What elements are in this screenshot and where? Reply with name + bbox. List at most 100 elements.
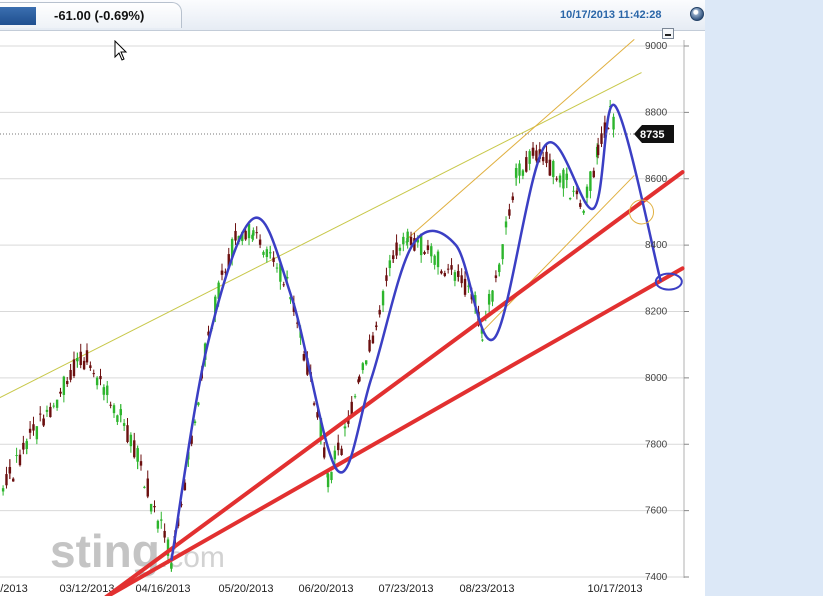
candle-body: [252, 230, 255, 236]
candle-body: [508, 209, 511, 216]
candle-body: [453, 272, 457, 281]
x-tick-label: 03/12/2013: [59, 583, 114, 595]
y-tick-label: 8400: [645, 240, 668, 251]
candle-body: [42, 418, 45, 426]
candle-body: [443, 272, 446, 276]
y-tick-label: 8200: [645, 307, 668, 318]
minimize-button[interactable]: [662, 28, 674, 39]
candle-body: [398, 247, 402, 251]
candle-body: [343, 426, 347, 429]
candle-body: [535, 150, 538, 161]
candle-body: [521, 170, 525, 176]
candle-body: [163, 530, 166, 538]
candle-body: [207, 331, 210, 336]
candle-body: [1, 488, 5, 492]
candle-body: [227, 254, 230, 268]
candle-body: [258, 239, 262, 245]
candle-body: [193, 421, 197, 423]
candle-body: [265, 249, 269, 258]
x-tick-label: 02/2013: [0, 583, 28, 595]
y-axis-ticks: 9000 8800 8600 8400 8200 8000 7800 7600 7400: [645, 41, 689, 583]
candle-body: [525, 157, 528, 172]
candle-body: [501, 244, 504, 260]
candle-body: [375, 325, 378, 327]
candle-body: [582, 211, 585, 213]
candle-body: [607, 128, 610, 130]
candle-body: [247, 223, 251, 239]
watermark-main: sting: [50, 525, 160, 577]
candle-body: [282, 284, 285, 286]
candle-body: [440, 271, 443, 274]
candle-body: [230, 239, 234, 258]
price-change-text: -61.00 (-0.69%): [54, 8, 145, 23]
candle-body: [406, 231, 409, 243]
candle-body: [423, 252, 426, 254]
last-price-text: 8735: [640, 129, 664, 141]
candle-body: [183, 482, 187, 491]
candle-body: [160, 519, 163, 521]
candle-body: [89, 365, 92, 369]
candle-body: [55, 399, 59, 408]
trend-line: [104, 170, 685, 596]
candle-body: [76, 358, 79, 362]
candle-body: [116, 415, 119, 422]
candle-body: [39, 413, 42, 415]
site-watermark: sting.com: [50, 525, 225, 577]
candle-body: [72, 359, 76, 377]
candle-body: [28, 428, 32, 433]
channel-lines: [0, 38, 642, 399]
close-button[interactable]: [690, 7, 704, 21]
candle-body: [92, 373, 95, 375]
candle-body: [463, 278, 467, 295]
y-tick-label: 7600: [645, 506, 668, 517]
channel-line: [407, 38, 635, 239]
channel-line: [482, 175, 635, 332]
candle-body: [541, 157, 545, 162]
candle-body: [579, 203, 582, 207]
price-change-tab[interactable]: -61.00 (-0.69%): [0, 2, 182, 28]
candle-body: [95, 377, 99, 386]
candle-body: [136, 448, 139, 462]
candle-body: [600, 133, 603, 144]
y-tick-label: 8800: [645, 107, 668, 118]
candle-body: [106, 385, 109, 396]
candle-body: [364, 360, 368, 365]
candle-body: [388, 260, 392, 269]
candle-body: [190, 435, 193, 444]
candle-body: [426, 245, 430, 251]
candle-body: [450, 265, 453, 270]
candle-body: [126, 425, 129, 443]
candle-body: [82, 360, 86, 370]
chart-window: [0, 0, 705, 596]
candle-body: [139, 461, 143, 466]
x-axis-ticks: 02/2013 03/12/2013 04/16/2013 05/20/2013 06/…: [0, 583, 643, 595]
candle-body: [35, 426, 39, 440]
candle-body: [166, 539, 170, 556]
candle-body: [528, 151, 531, 164]
candle-body: [102, 387, 106, 395]
x-tick-label: 08/23/2013: [459, 583, 514, 595]
target-marker: [654, 272, 683, 291]
candle-body: [385, 275, 388, 281]
candle-body: [112, 405, 116, 414]
candle-body: [603, 122, 607, 139]
candle-body: [45, 409, 49, 412]
candle-body: [306, 358, 309, 375]
candle-body: [220, 270, 224, 275]
candle-body: [531, 147, 535, 156]
candle-body: [558, 175, 562, 183]
candle-body: [480, 328, 484, 334]
x-tick-label: 10/17/2013: [587, 583, 642, 595]
channel-line: [0, 72, 642, 399]
candle-body: [518, 163, 521, 176]
candle-body: [25, 441, 28, 449]
candle-body: [296, 322, 299, 324]
candle-body: [371, 335, 375, 344]
last-price-badge: 8735: [634, 124, 674, 143]
candle-body: [430, 246, 433, 257]
y-tick-label: 8000: [645, 373, 668, 384]
candle-body: [269, 252, 272, 254]
candle-body: [565, 173, 568, 180]
candle-body: [197, 402, 200, 406]
